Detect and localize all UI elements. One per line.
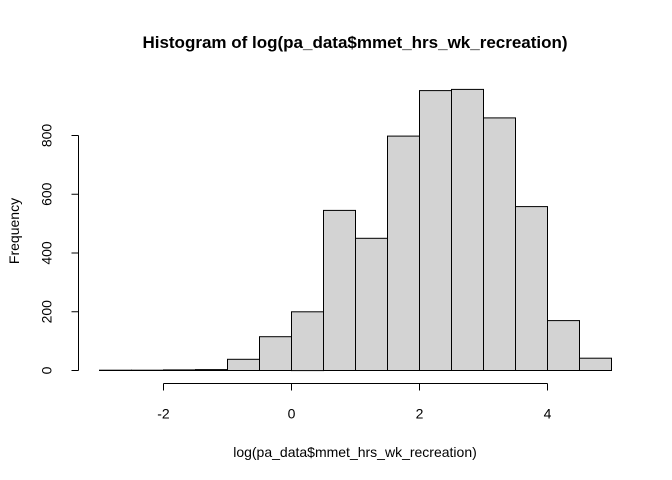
- y-tick-label: 200: [39, 300, 55, 324]
- histogram-bar: [579, 357, 612, 372]
- histogram-bar: [163, 369, 196, 371]
- histogram-bar: [259, 336, 292, 372]
- histogram-bar: [451, 88, 484, 372]
- histogram-bar: [291, 311, 324, 372]
- histogram-bar: [547, 320, 580, 372]
- x-tick-label: 2: [416, 406, 424, 422]
- y-tick-label: 600: [39, 182, 55, 206]
- y-axis: 0 200 400 600 800: [39, 124, 79, 374]
- histogram-bar: [483, 117, 516, 372]
- x-axis-label: log(pa_data$mmet_hrs_wk_recreation): [233, 444, 477, 460]
- y-tick-label: 0: [39, 366, 55, 374]
- histogram-bar: [355, 237, 388, 371]
- histogram-bar: [227, 358, 260, 371]
- histogram-bar: [387, 135, 420, 371]
- chart-title: Histogram of log(pa_data$mmet_hrs_wk_rec…: [142, 33, 567, 52]
- x-tick-label: -2: [157, 406, 170, 422]
- y-tick-label: 400: [39, 241, 55, 265]
- x-tick-label: 4: [544, 406, 552, 422]
- y-axis-label: Frequency: [6, 198, 22, 264]
- bars-group: [99, 88, 612, 372]
- histogram-bar: [323, 209, 356, 371]
- histogram-bar: [419, 90, 452, 371]
- x-axis: -2 0 2 4: [157, 383, 552, 422]
- y-tick-label: 800: [39, 124, 55, 148]
- histogram-bar: [515, 206, 548, 371]
- histogram-bar: [195, 369, 228, 372]
- x-tick-label: 0: [288, 406, 296, 422]
